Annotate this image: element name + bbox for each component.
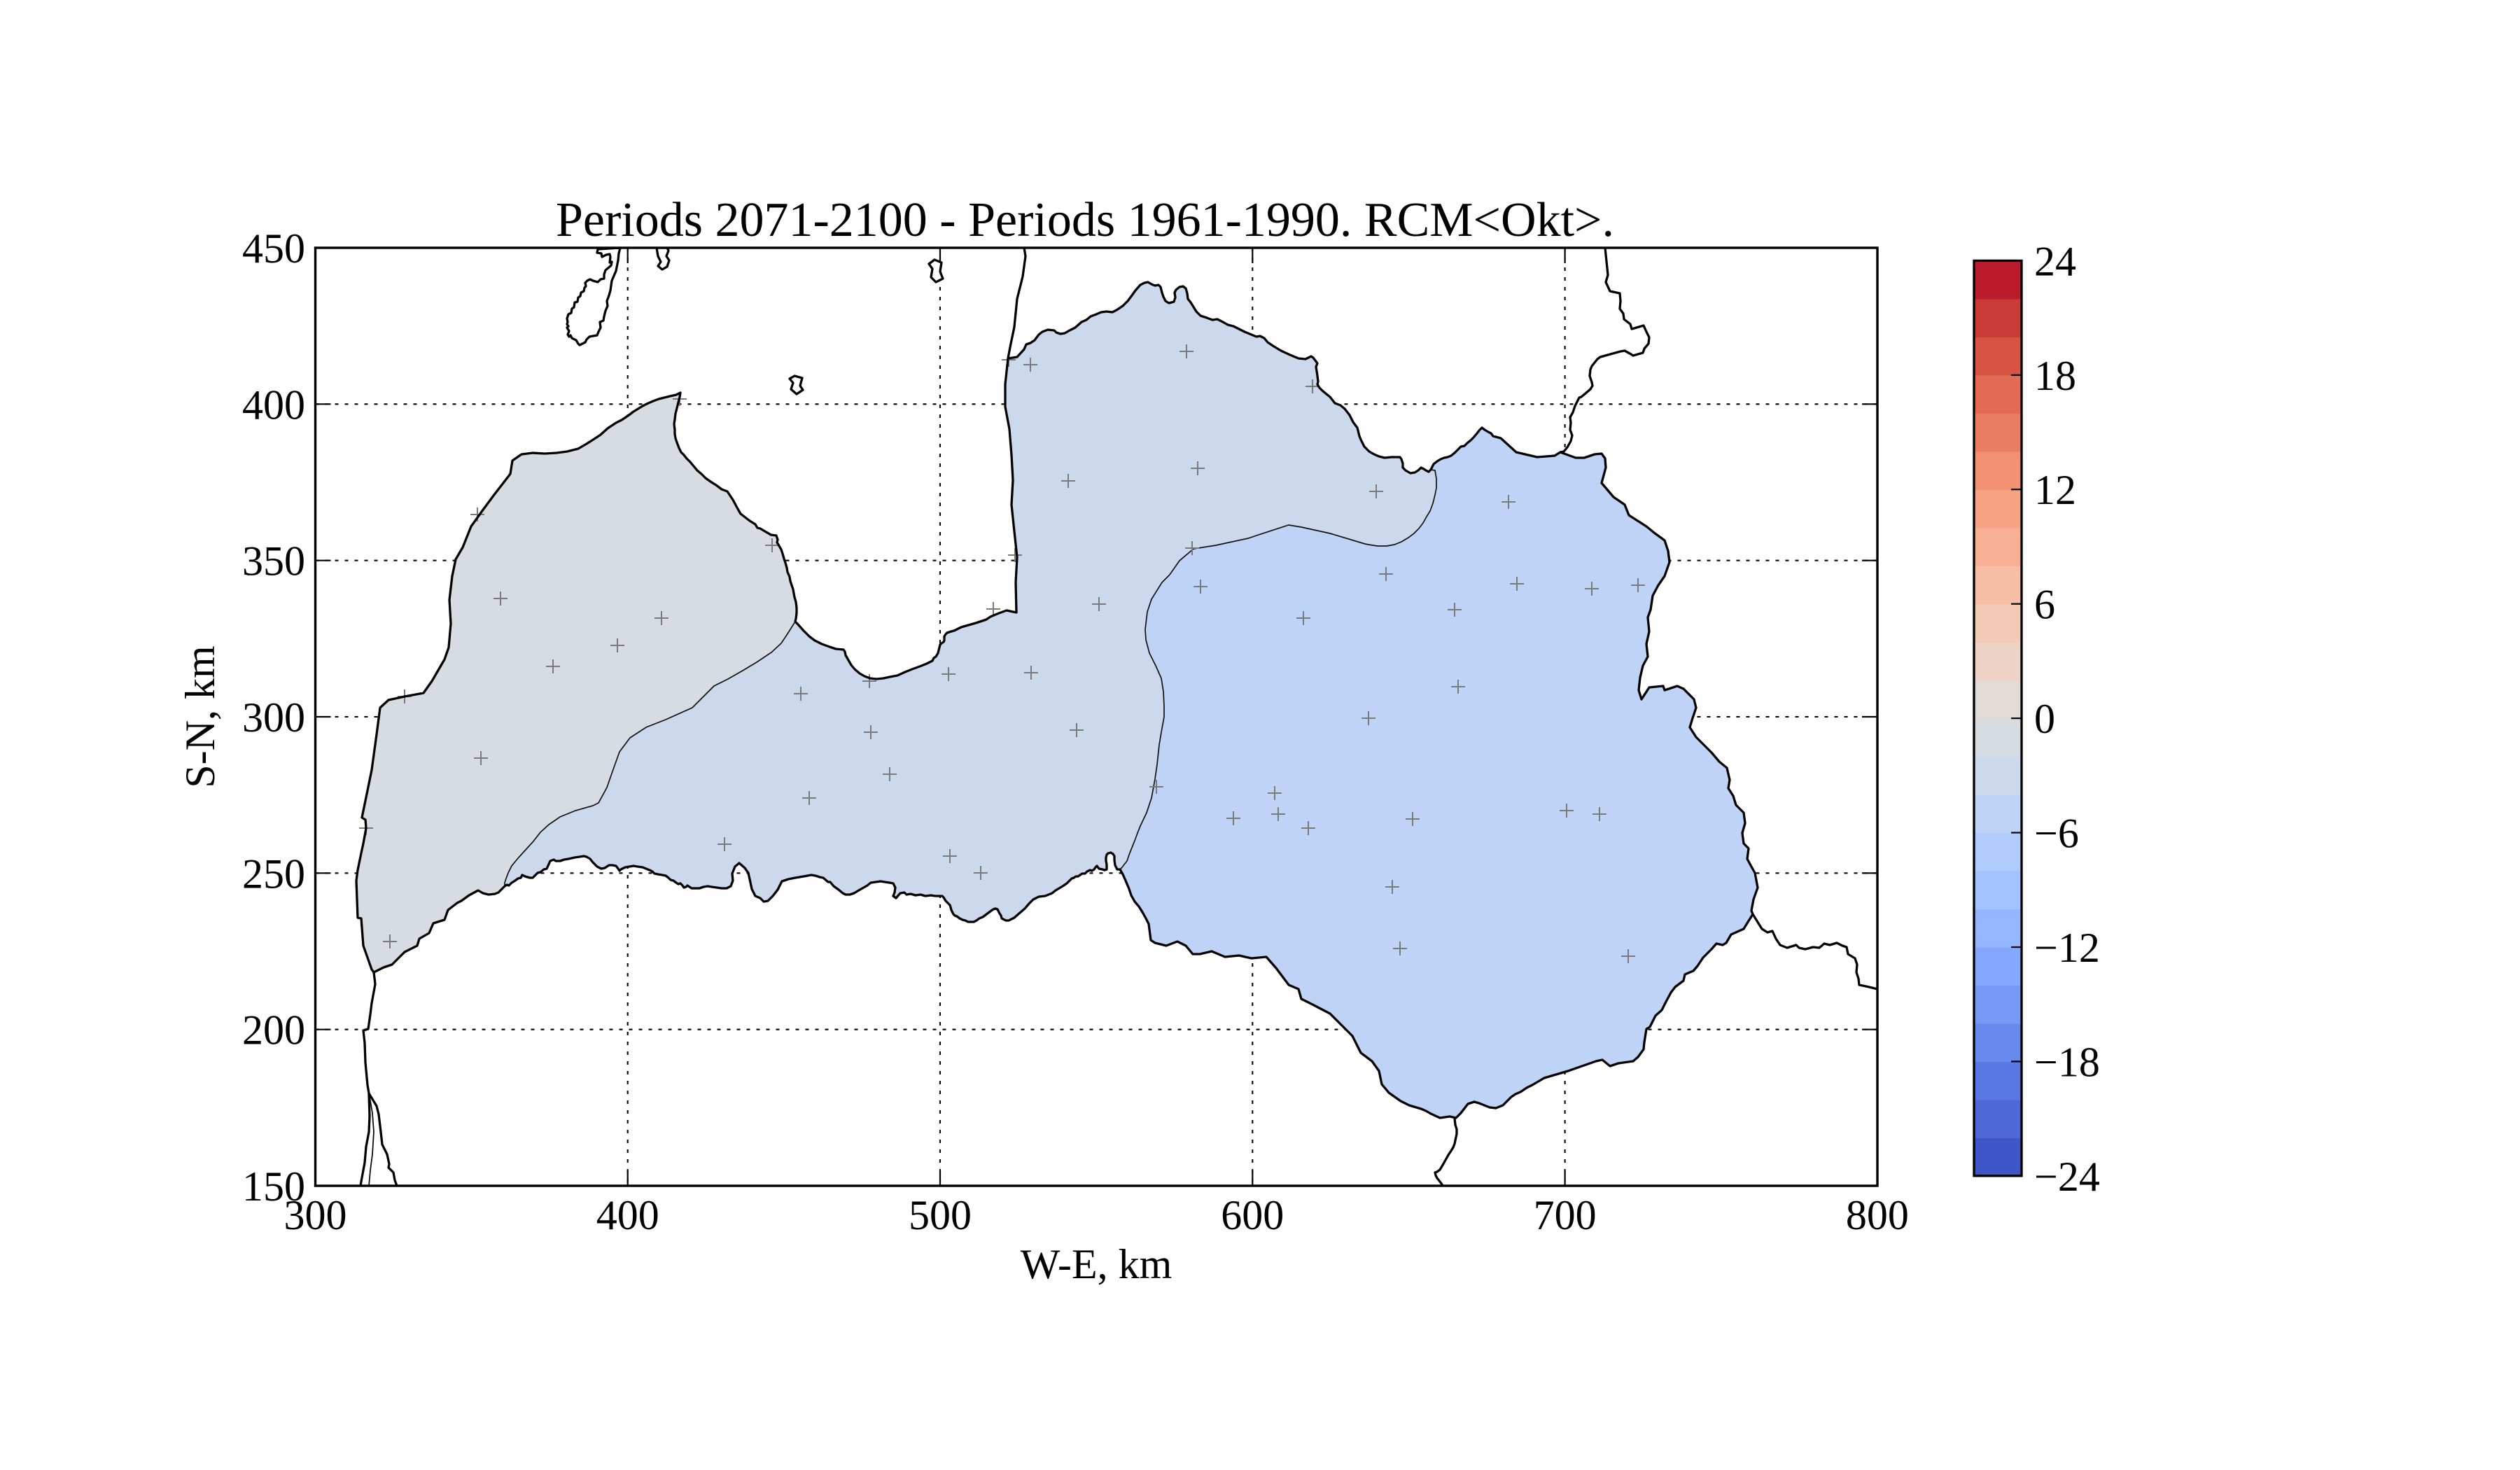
- svg-text:350: 350: [242, 538, 305, 584]
- svg-text:18: 18: [2034, 353, 2076, 399]
- svg-text:W-E, km: W-E, km: [1021, 1241, 1172, 1287]
- svg-text:500: 500: [909, 1192, 972, 1238]
- svg-text:6: 6: [2034, 582, 2055, 628]
- svg-text:400: 400: [596, 1192, 659, 1238]
- svg-text:−18: −18: [2034, 1039, 2100, 1085]
- svg-text:S-N, km: S-N, km: [177, 645, 223, 788]
- svg-text:400: 400: [242, 382, 305, 428]
- svg-text:800: 800: [1846, 1192, 1909, 1238]
- svg-text:−6: −6: [2034, 811, 2079, 857]
- svg-text:150: 150: [242, 1163, 305, 1210]
- svg-text:300: 300: [242, 694, 305, 741]
- svg-text:−12: −12: [2034, 925, 2100, 971]
- svg-text:0: 0: [2034, 696, 2055, 742]
- svg-text:200: 200: [242, 1007, 305, 1054]
- svg-text:−24: −24: [2034, 1154, 2100, 1200]
- svg-text:24: 24: [2034, 238, 2076, 284]
- svg-text:Periods 2071-2100 - Periods 19: Periods 2071-2100 - Periods 1961-1990. R…: [556, 193, 1614, 247]
- svg-text:600: 600: [1221, 1192, 1284, 1238]
- svg-text:250: 250: [242, 850, 305, 897]
- svg-text:12: 12: [2034, 467, 2076, 513]
- svg-text:700: 700: [1534, 1192, 1597, 1238]
- svg-text:450: 450: [242, 225, 305, 272]
- svg-text:300: 300: [284, 1192, 347, 1238]
